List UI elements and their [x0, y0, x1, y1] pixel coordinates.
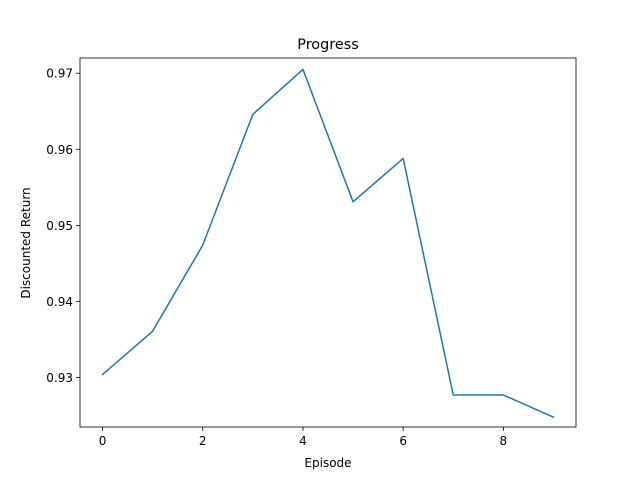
x-tick-label: 8 — [500, 434, 508, 448]
ticks-layer: 0 2 4 6 8 0.93 0.94 0.95 0.96 0.97 — [46, 67, 507, 448]
chart-title: Progress — [297, 37, 358, 53]
y-tick-label: 0.93 — [46, 371, 73, 385]
x-tick-label: 6 — [399, 434, 407, 448]
x-tick-label: 4 — [299, 434, 307, 448]
series-layer — [101, 68, 555, 419]
y-tick-label: 0.95 — [46, 219, 73, 233]
y-tick-label: 0.94 — [46, 295, 73, 309]
plot-area-frame — [79, 57, 577, 428]
y-axis-label: Discounted Return — [19, 187, 33, 298]
y-tick-label: 0.97 — [46, 67, 73, 81]
series-line — [101, 68, 555, 419]
y-tick-label: 0.96 — [46, 143, 73, 157]
x-tick-label: 0 — [99, 434, 107, 448]
x-axis-label: Episode — [304, 456, 351, 470]
x-tick-label: 2 — [199, 434, 207, 448]
